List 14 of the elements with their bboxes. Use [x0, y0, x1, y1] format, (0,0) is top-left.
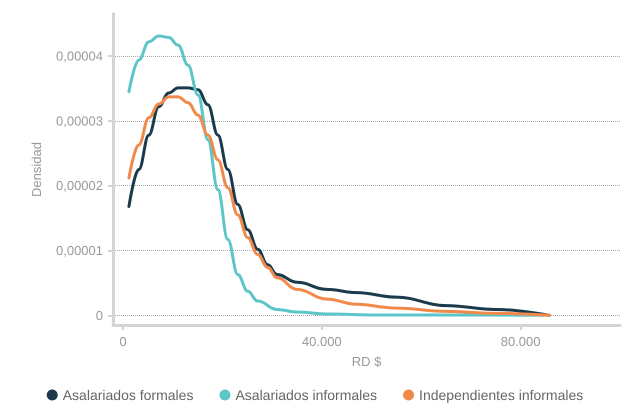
y-tick-label: 0,00003: [56, 113, 103, 128]
legend-label: Asalariados formales: [62, 387, 194, 403]
y-tick-label: 0,00002: [56, 178, 103, 194]
x-tick-label: 40.000: [302, 334, 342, 349]
y-axis-title: Densidad: [29, 142, 44, 197]
y-tick-label: 0,00004: [56, 48, 103, 64]
x-axis-title: RD $: [352, 354, 382, 369]
y-tick-label: 0: [96, 308, 103, 323]
legend-label: Asalariados informales: [235, 387, 378, 403]
legend-label: Independientes informales: [419, 387, 584, 403]
line-series: [127, 34, 551, 317]
x-tick-label: 80.000: [500, 334, 540, 349]
x-tick-label: 0: [119, 334, 127, 349]
y-tick-label: 0,00001: [56, 242, 103, 258]
